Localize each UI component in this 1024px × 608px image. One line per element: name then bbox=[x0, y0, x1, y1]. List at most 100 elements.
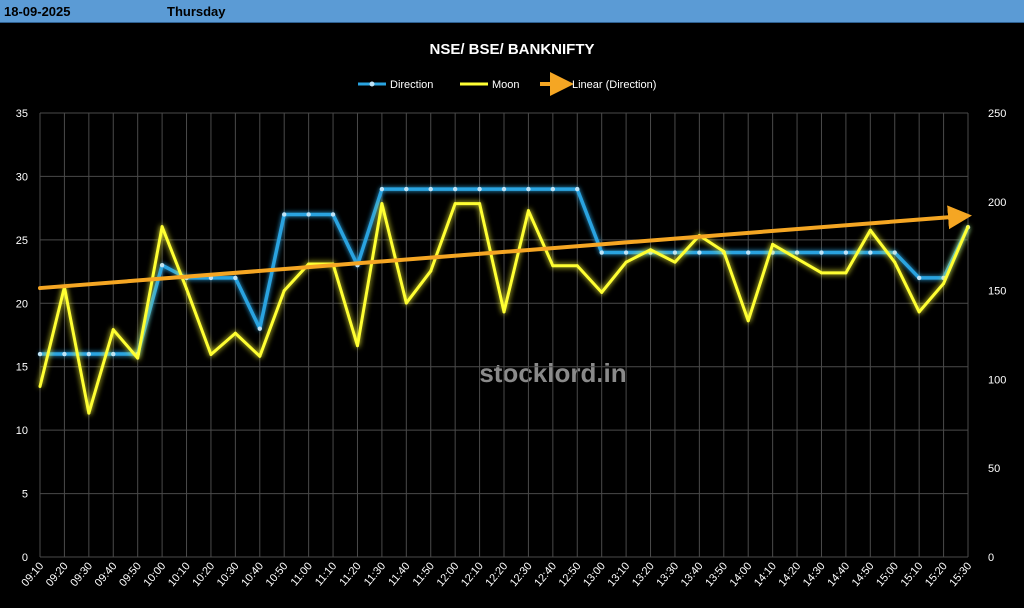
x-tick-label: 14:10 bbox=[752, 560, 779, 589]
direction-point bbox=[159, 263, 165, 268]
x-tick-label: 11:40 bbox=[386, 560, 412, 588]
series-linear-direction bbox=[38, 205, 972, 291]
moon-point bbox=[111, 328, 115, 332]
legend-label: Direction bbox=[390, 79, 433, 91]
x-tick-label: 10:10 bbox=[166, 560, 193, 589]
moon-point bbox=[38, 385, 42, 389]
direction-point bbox=[819, 250, 824, 255]
day-label: Thursday bbox=[167, 4, 226, 19]
direction-point bbox=[501, 186, 507, 192]
x-tick-label: 13:30 bbox=[654, 560, 681, 589]
legend-label: Linear (Direction) bbox=[572, 79, 656, 91]
x-tick-label: 15:30 bbox=[947, 560, 974, 589]
x-tick-label: 14:20 bbox=[776, 560, 803, 589]
x-tick-label: 14:00 bbox=[728, 560, 755, 589]
chart-title: NSE/ BSE/ BANKNIFTY bbox=[429, 41, 594, 58]
x-tick-label: 14:40 bbox=[825, 560, 852, 589]
x-tick-label: 09:10 bbox=[19, 560, 46, 589]
y-right-tick-label: 0 bbox=[988, 552, 994, 564]
x-tick-label: 09:30 bbox=[68, 560, 95, 589]
x-tick-label: 13:20 bbox=[630, 560, 657, 589]
moon-point bbox=[844, 271, 848, 275]
moon-point bbox=[819, 271, 823, 275]
direction-point bbox=[330, 212, 336, 217]
moon-point bbox=[746, 319, 750, 323]
x-tick-label: 09:40 bbox=[93, 560, 120, 589]
moon-point bbox=[722, 250, 726, 254]
moon-point bbox=[87, 411, 91, 415]
x-tick-label: 11:30 bbox=[362, 560, 388, 588]
x-tick-label: 15:10 bbox=[899, 560, 926, 589]
x-tick-label: 12:40 bbox=[532, 560, 559, 589]
x-tick-label: 11:50 bbox=[411, 560, 437, 588]
header-bar: 18-09-2025 Thursday bbox=[0, 0, 1024, 23]
moon-point bbox=[233, 331, 237, 335]
date-label: 18-09-2025 bbox=[4, 4, 71, 19]
direction-point bbox=[623, 250, 629, 255]
x-tick-label: 10:50 bbox=[264, 560, 291, 589]
direction-point bbox=[452, 186, 458, 192]
direction-point bbox=[892, 250, 897, 255]
x-tick-label: 12:30 bbox=[508, 560, 535, 589]
moon-point bbox=[868, 228, 872, 232]
moon-point bbox=[160, 225, 164, 229]
moon-point bbox=[307, 262, 311, 266]
direction-point bbox=[379, 186, 385, 192]
direction-point bbox=[697, 250, 702, 255]
direction-point bbox=[550, 186, 556, 192]
direction-point bbox=[37, 351, 43, 357]
direction-point bbox=[306, 212, 311, 217]
moon-point bbox=[429, 269, 433, 273]
direction-point bbox=[233, 275, 238, 281]
direction-point bbox=[868, 250, 873, 255]
y-left-tick-label: 0 bbox=[22, 552, 28, 564]
x-tick-label: 15:20 bbox=[923, 560, 950, 589]
x-tick-label: 10:20 bbox=[190, 560, 217, 589]
moon-point bbox=[893, 260, 897, 264]
direction-point bbox=[428, 186, 433, 192]
moon-point bbox=[600, 290, 604, 294]
x-tick-label: 11:10 bbox=[313, 560, 339, 588]
x-tick-label: 15:00 bbox=[874, 560, 901, 589]
direction-point bbox=[599, 250, 604, 255]
legend-label: Moon bbox=[492, 79, 520, 91]
direction-point bbox=[282, 212, 287, 217]
x-tick-label: 12:00 bbox=[435, 560, 462, 589]
x-tick-label: 09:20 bbox=[44, 560, 71, 589]
moon-point bbox=[942, 281, 946, 285]
direction-point bbox=[746, 250, 751, 255]
moon-point bbox=[526, 209, 530, 213]
x-tick-label: 10:00 bbox=[142, 560, 169, 589]
y-left-tick-label: 20 bbox=[16, 298, 28, 310]
moon-point bbox=[185, 287, 189, 291]
direction-point bbox=[477, 186, 482, 192]
y-left-tick-label: 15 bbox=[16, 362, 28, 374]
x-tick-label: 12:50 bbox=[557, 560, 584, 589]
x-tick-label: 13:40 bbox=[679, 560, 706, 589]
moon-point bbox=[258, 354, 262, 358]
moon-point bbox=[478, 202, 482, 206]
y-right-tick-label: 150 bbox=[988, 286, 1006, 298]
moon-point bbox=[649, 248, 653, 252]
moon-point bbox=[453, 202, 457, 206]
moon-point bbox=[136, 356, 140, 360]
x-tick-label: 11:20 bbox=[337, 560, 363, 588]
moon-point bbox=[575, 264, 579, 268]
x-tick-label: 12:20 bbox=[483, 560, 510, 589]
x-tick-label: 11:00 bbox=[289, 560, 315, 588]
moon-point bbox=[282, 289, 286, 293]
legend-swatch-marker bbox=[369, 81, 375, 87]
moon-point bbox=[795, 257, 799, 261]
moon-point bbox=[380, 202, 384, 206]
direction-point bbox=[843, 250, 849, 255]
y-left-tick-label: 5 bbox=[22, 489, 28, 501]
moon-point bbox=[355, 344, 359, 348]
direction-point bbox=[257, 326, 262, 331]
x-tick-label: 13:00 bbox=[581, 560, 608, 589]
moon-point bbox=[209, 353, 213, 357]
y-left-tick-label: 30 bbox=[16, 171, 28, 183]
direction-point bbox=[526, 186, 531, 192]
direction-point bbox=[916, 275, 922, 281]
x-tick-label: 12:10 bbox=[459, 560, 486, 589]
y-right-tick-label: 50 bbox=[988, 463, 1000, 475]
